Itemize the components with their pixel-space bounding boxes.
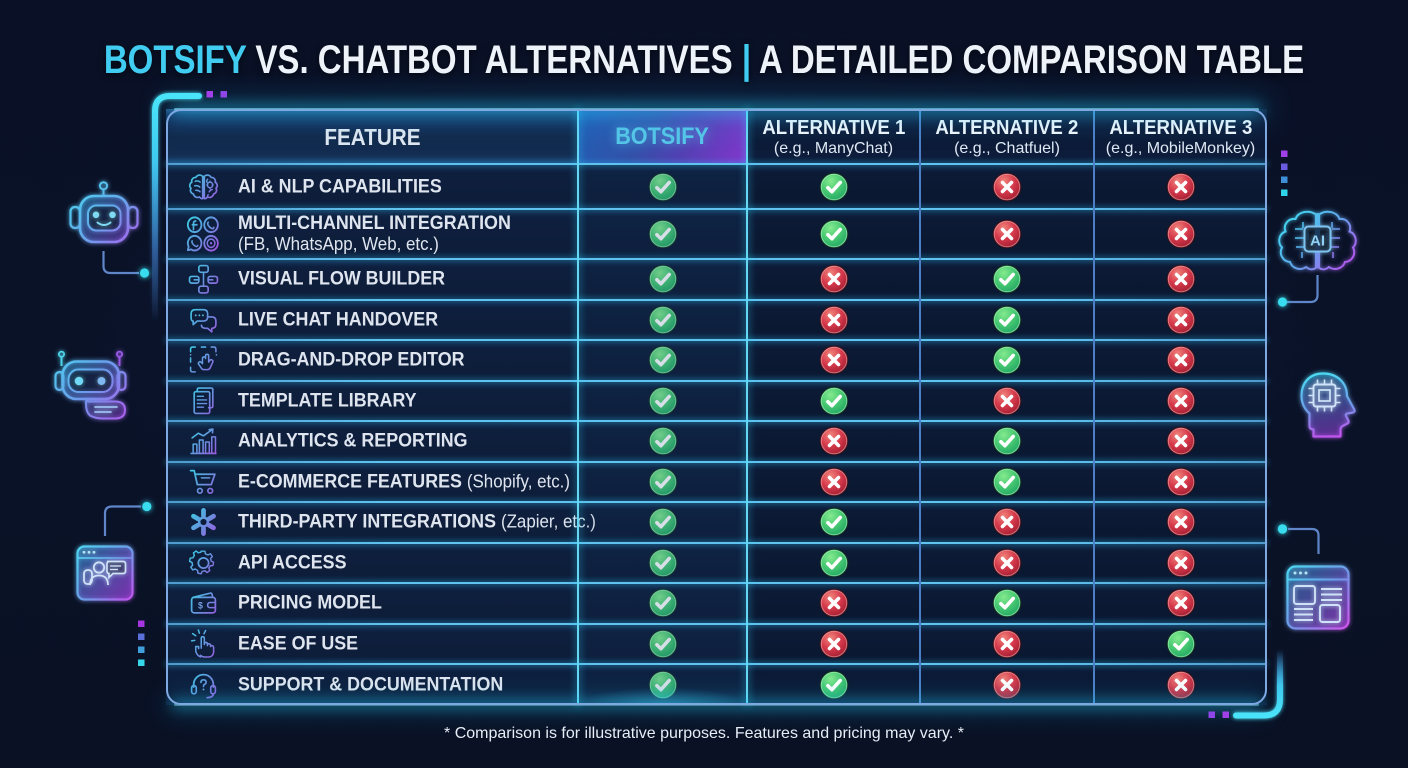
- svg-text:$: $: [198, 601, 203, 611]
- svg-text:AI: AI: [1310, 233, 1325, 250]
